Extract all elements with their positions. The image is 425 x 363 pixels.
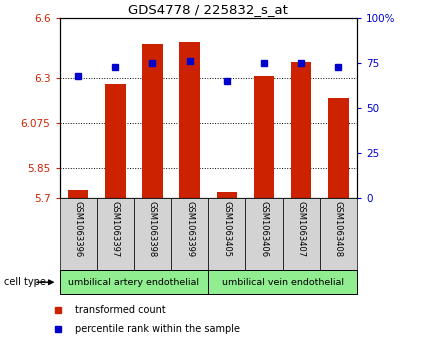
Text: cell type: cell type: [4, 277, 46, 287]
Bar: [142, 44, 163, 198]
Text: transformed count: transformed count: [75, 305, 166, 315]
Bar: [171, 198, 208, 270]
Bar: [60, 270, 208, 294]
Bar: [217, 192, 237, 198]
Bar: [245, 198, 283, 270]
Text: umbilical artery endothelial: umbilical artery endothelial: [68, 278, 199, 287]
Bar: [254, 76, 274, 198]
Bar: [208, 198, 245, 270]
Bar: [320, 198, 357, 270]
Text: GSM1063406: GSM1063406: [260, 201, 269, 258]
Bar: [283, 198, 320, 270]
Text: GSM1063405: GSM1063405: [222, 201, 231, 257]
Text: GSM1063397: GSM1063397: [111, 201, 120, 258]
Text: GSM1063398: GSM1063398: [148, 201, 157, 258]
Title: GDS4778 / 225832_s_at: GDS4778 / 225832_s_at: [128, 3, 288, 16]
Text: GSM1063396: GSM1063396: [74, 201, 82, 258]
Bar: [96, 198, 134, 270]
Text: GSM1063399: GSM1063399: [185, 201, 194, 258]
Text: umbilical vein endothelial: umbilical vein endothelial: [221, 278, 344, 287]
Text: percentile rank within the sample: percentile rank within the sample: [75, 323, 240, 334]
Bar: [60, 198, 96, 270]
Text: GSM1063408: GSM1063408: [334, 201, 343, 258]
Bar: [208, 270, 357, 294]
Bar: [134, 198, 171, 270]
Bar: [179, 42, 200, 198]
Bar: [105, 84, 125, 198]
Bar: [291, 62, 312, 198]
Text: GSM1063407: GSM1063407: [297, 201, 306, 258]
Bar: [328, 98, 348, 198]
Bar: [68, 190, 88, 198]
